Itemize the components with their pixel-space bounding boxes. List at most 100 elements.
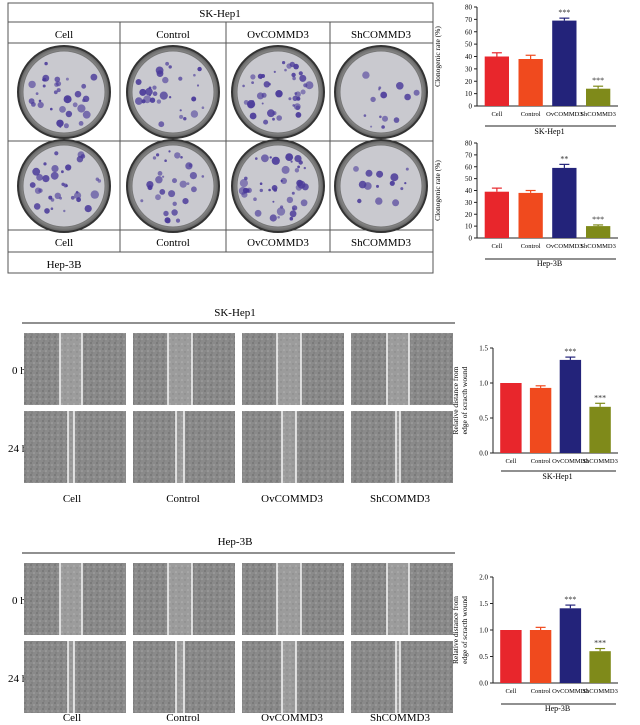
y-tick-label: 70 bbox=[465, 151, 473, 159]
colony bbox=[251, 81, 255, 84]
colony bbox=[50, 107, 53, 111]
dish-well bbox=[22, 50, 106, 134]
y-axis-label: Relative distance fromedge of scracth wo… bbox=[451, 366, 469, 434]
colony bbox=[179, 114, 184, 119]
colony bbox=[404, 182, 407, 185]
scratch-col-label: OvCOMMD3 bbox=[261, 493, 323, 505]
colony bbox=[271, 185, 278, 191]
colony bbox=[54, 82, 59, 87]
x-tick-label: Cell bbox=[491, 243, 502, 250]
colony bbox=[298, 71, 303, 76]
x-tick-label: OvCOMMD3 bbox=[552, 458, 588, 465]
colony bbox=[254, 209, 262, 217]
dish-well bbox=[236, 144, 320, 228]
scratch-col-label: ShCOMMD3 bbox=[370, 712, 430, 724]
x-tick-label: Control bbox=[531, 688, 551, 695]
y-tick-label: 0 bbox=[469, 235, 473, 243]
colony bbox=[294, 92, 298, 95]
scratch-image bbox=[133, 641, 235, 713]
y-tick-label: 0.5 bbox=[479, 415, 488, 423]
wound-gap bbox=[176, 411, 184, 483]
scratch-image bbox=[351, 563, 453, 635]
colony bbox=[156, 70, 164, 77]
bar-chart: 0.0 0.5 1.0 1.5 Relative distance fromedge o… bbox=[451, 345, 618, 481]
colony bbox=[242, 84, 245, 88]
bar bbox=[484, 56, 509, 106]
colony-col-label-top: Control bbox=[156, 29, 190, 41]
colony bbox=[353, 166, 359, 172]
colony bbox=[74, 90, 82, 98]
cell-monolayer bbox=[351, 411, 453, 483]
significance-mark: ** bbox=[560, 154, 568, 163]
colony bbox=[267, 109, 275, 118]
colony bbox=[182, 198, 189, 205]
scratch-images-skhep1 bbox=[24, 333, 453, 483]
colony bbox=[370, 96, 376, 103]
colony bbox=[50, 207, 54, 210]
scratch-image bbox=[242, 641, 344, 713]
wound-gap bbox=[68, 411, 74, 483]
colony bbox=[253, 197, 257, 201]
petri-dish bbox=[231, 45, 325, 139]
colony bbox=[185, 162, 193, 170]
colony bbox=[135, 97, 143, 105]
colony bbox=[36, 174, 43, 181]
colony bbox=[277, 216, 280, 219]
scratch-col-label: Control bbox=[166, 712, 200, 724]
colony bbox=[163, 210, 169, 217]
colony bbox=[276, 207, 286, 216]
colony-dishes bbox=[17, 45, 428, 233]
bar-chart: 0.0 0.5 1.0 1.5 2.0 Relative distance fromedg… bbox=[451, 574, 618, 713]
colony bbox=[165, 61, 170, 66]
colony bbox=[382, 115, 388, 122]
colony bbox=[390, 173, 399, 182]
colony-header: SK-Hep1 bbox=[199, 8, 241, 20]
colony bbox=[61, 170, 64, 174]
colony bbox=[241, 191, 248, 198]
colony bbox=[165, 218, 171, 224]
colony bbox=[292, 95, 298, 101]
colony bbox=[413, 89, 420, 96]
y-axis-label-line: edge of scracth wound bbox=[460, 366, 469, 434]
colony bbox=[152, 85, 157, 90]
wound-gap bbox=[282, 641, 296, 713]
colony bbox=[261, 102, 264, 105]
colony bbox=[32, 167, 41, 176]
colony bbox=[362, 71, 370, 79]
y-tick-label: 0 bbox=[469, 103, 473, 111]
colony bbox=[50, 171, 59, 180]
colony bbox=[288, 97, 292, 101]
colony-col-label-top: ShCOMMD3 bbox=[351, 29, 411, 41]
colony bbox=[65, 110, 73, 118]
x-tick-label: OvCOMMD3 bbox=[546, 243, 582, 250]
colony bbox=[65, 77, 69, 81]
colony bbox=[247, 101, 255, 109]
colony bbox=[259, 188, 263, 193]
y-tick-label: 10 bbox=[465, 90, 473, 98]
colony bbox=[147, 185, 153, 191]
x-axis-label: SK-Hep1 bbox=[542, 472, 572, 481]
colony-col-label-bottom: ShCOMMD3 bbox=[351, 237, 411, 249]
colony bbox=[82, 98, 86, 103]
colony-table-border bbox=[7, 2, 434, 274]
colony bbox=[281, 165, 290, 174]
colony bbox=[290, 160, 293, 163]
colony bbox=[54, 192, 61, 199]
colony bbox=[172, 178, 177, 184]
colony bbox=[285, 153, 294, 162]
colony bbox=[196, 84, 200, 87]
wound-gap bbox=[68, 641, 74, 713]
scratch-image bbox=[351, 411, 453, 483]
colony-col-label-bottom: Control bbox=[156, 237, 190, 249]
colony bbox=[82, 110, 91, 119]
scratch-image bbox=[351, 333, 453, 405]
colony bbox=[156, 153, 160, 157]
wound-gap bbox=[60, 563, 82, 635]
colony bbox=[155, 194, 161, 201]
dish-well bbox=[339, 50, 423, 134]
colony bbox=[380, 91, 388, 99]
colony bbox=[156, 99, 162, 104]
colony bbox=[293, 63, 299, 70]
bar-chart: 0 10 20 30 40 50 60 70 80 Clonogenic rate (%) Cell… bbox=[433, 4, 618, 136]
